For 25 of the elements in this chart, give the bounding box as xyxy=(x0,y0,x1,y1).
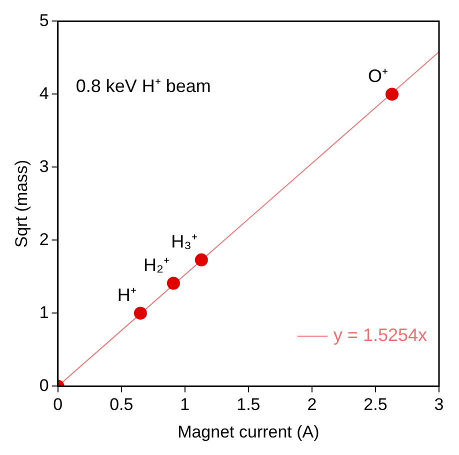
x-tick-label: 2 xyxy=(307,395,317,414)
annotation: O⁺ xyxy=(368,66,388,86)
y-tick-label: 0 xyxy=(39,376,49,395)
y-tick-label: 1 xyxy=(39,302,49,322)
annotation: H₃⁺ xyxy=(171,232,198,252)
annotation: H₂⁺ xyxy=(143,254,170,275)
point xyxy=(385,88,398,101)
x-tick-label: 1.5 xyxy=(236,395,260,414)
y-axis-title: Sqrt (mass) xyxy=(12,160,31,248)
x-tick-label: 0.5 xyxy=(110,395,134,414)
point xyxy=(194,253,208,266)
y-tick-label: 4 xyxy=(39,84,49,103)
x-tick-label: 1 xyxy=(180,395,190,414)
x-tick-label: 2.5 xyxy=(364,395,388,414)
y-tick-label: 2 xyxy=(39,230,49,249)
point xyxy=(134,306,147,320)
x-tick-label: 0 xyxy=(53,395,63,414)
y-tick-label: 3 xyxy=(39,156,49,176)
annotation: H⁺ xyxy=(117,285,136,306)
x-tick-label: 3 xyxy=(434,395,444,414)
x-axis-title: Magnet current (A) xyxy=(178,422,320,442)
point xyxy=(166,276,180,290)
legend-label: y = 1.5254x xyxy=(333,325,428,346)
y-tick-label: 5 xyxy=(39,10,49,30)
annotation: 0.8 keV H⁺ beam xyxy=(76,76,211,96)
